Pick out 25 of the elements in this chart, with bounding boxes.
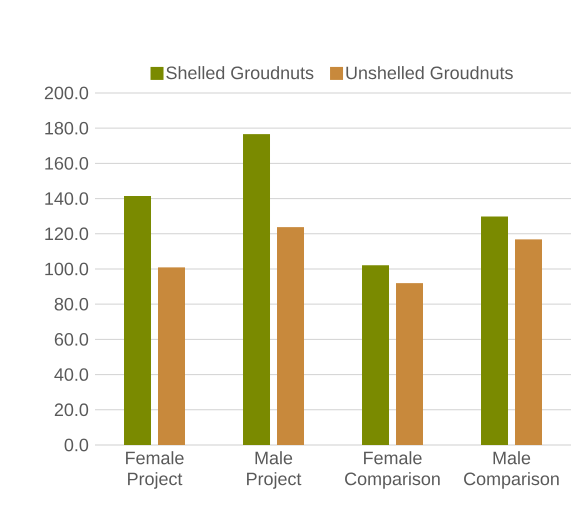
y-tick-label: 200.0: [44, 86, 88, 100]
y-tick-label: 160.0: [45, 157, 88, 170]
x-tick-label: Male Project: [247, 451, 302, 489]
legend-label: Shelled Groudnuts: [166, 66, 314, 80]
y-tick-label: 100.0: [45, 262, 88, 276]
y-tick-label: 140.0: [45, 192, 88, 205]
y-tick-label: 120.0: [45, 227, 88, 240]
x-tick-label: Male Comparison: [464, 451, 559, 489]
bar: [515, 239, 542, 445]
y-tick-label: 40.0: [54, 368, 88, 381]
bar: [158, 267, 186, 445]
x-tick-label: Female Comparison: [345, 451, 440, 489]
y-tick-label: 20.0: [54, 403, 88, 416]
y-tick-label: 80.0: [54, 298, 88, 311]
y-tick-label: 0.0: [64, 438, 88, 452]
bar: [362, 265, 390, 445]
bar: [243, 134, 270, 445]
y-tick-label: 60.0: [54, 333, 88, 346]
x-tick-label: Female Project: [126, 451, 184, 489]
bar: [124, 196, 152, 445]
bar: [396, 283, 424, 445]
bar: [481, 216, 508, 445]
y-tick-label: 180.0: [45, 122, 88, 135]
bar: [277, 227, 304, 445]
legend-label: Unshelled Groudnuts: [346, 66, 513, 80]
